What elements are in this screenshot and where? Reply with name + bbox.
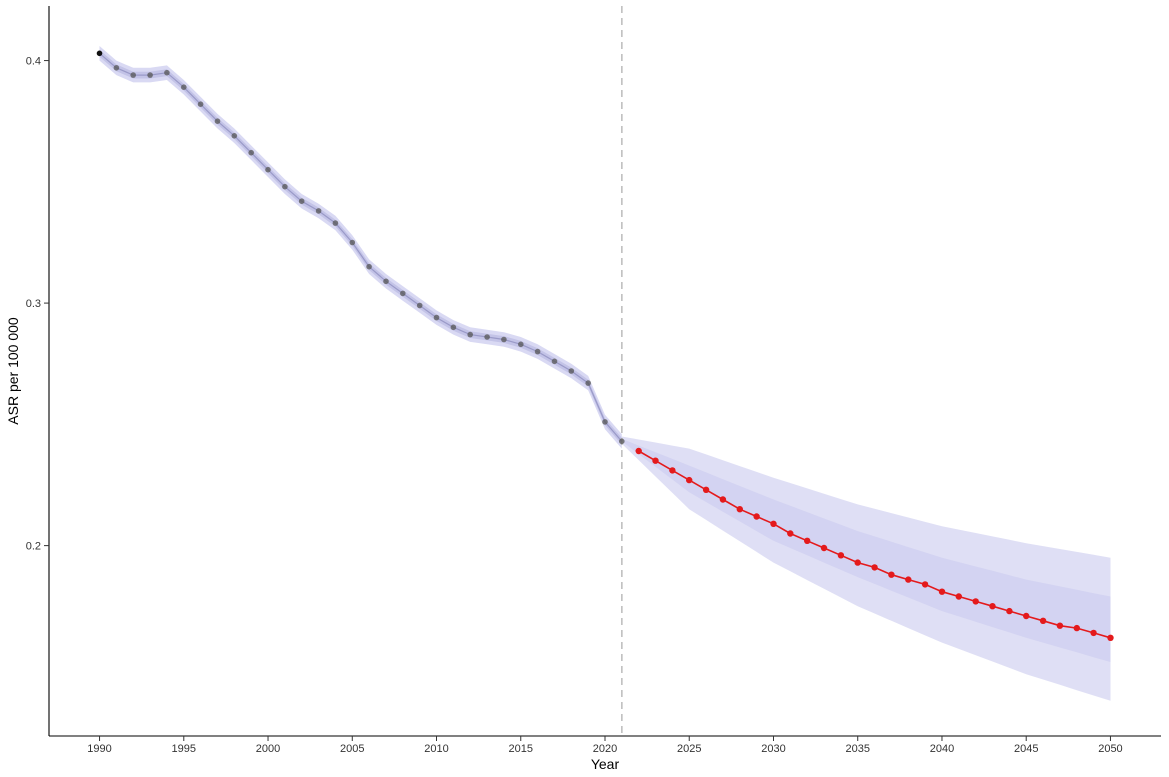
observed-point: [315, 208, 322, 214]
observed-point: [383, 278, 389, 285]
observed-point: [551, 358, 558, 365]
forecast-point: [938, 588, 946, 595]
observed-band: [99, 46, 622, 449]
forecast-point: [1090, 629, 1097, 637]
observed-point: [265, 166, 271, 173]
uncertainty-bands: [99, 46, 1111, 701]
forecast-point: [635, 447, 642, 455]
forecast-point: [719, 496, 727, 503]
y-tick-label: 0.3: [26, 298, 41, 310]
forecast-point: [972, 598, 979, 605]
observed-point: [602, 419, 608, 425]
forecast-point: [736, 506, 743, 513]
forecast-point: [669, 467, 676, 474]
forecast-point: [652, 457, 659, 464]
observed-point: [433, 314, 440, 321]
x-tick-label: 1995: [172, 743, 196, 755]
forecast-point: [921, 581, 929, 588]
forecast-point: [1006, 607, 1013, 615]
forecast-point: [905, 576, 912, 583]
forecast-point: [871, 564, 878, 571]
observed-point: [231, 133, 238, 139]
x-tick-label: 2040: [930, 743, 954, 755]
x-tick-label: 2030: [761, 743, 785, 755]
x-tick-label: 1990: [87, 743, 111, 755]
forecast-point: [888, 571, 895, 578]
observed-point: [518, 341, 524, 348]
y-tick-label: 0.4: [26, 56, 41, 68]
observed-point: [332, 220, 339, 226]
observed-point: [197, 101, 204, 107]
observed-line: [99, 52, 623, 442]
forecast-point: [702, 486, 710, 493]
forecast-point: [1107, 634, 1114, 641]
axes: 1990 1995 2000 2005 2010 2015 2020 2025 2030 2035…: [26, 6, 1161, 755]
observed-point: [400, 290, 406, 297]
observed-point: [214, 118, 221, 124]
observed-point: [298, 198, 305, 204]
x-tick-label: 2015: [509, 743, 533, 755]
forecast-point: [837, 552, 845, 559]
observed-point: [467, 331, 474, 338]
observed-point: [366, 263, 372, 270]
forecast-band-inner: [621, 438, 1111, 662]
observed-point: [484, 334, 490, 340]
y-axis-title: ASR per 100 000: [5, 317, 21, 425]
x-tick-label: 2000: [256, 743, 280, 755]
observed-point: [96, 50, 103, 57]
observed-point: [248, 149, 254, 156]
observed-point: [113, 65, 120, 71]
observed-point: [349, 239, 356, 246]
forecast-point: [1056, 622, 1064, 629]
x-tick-label: 2035: [845, 743, 869, 755]
observed-point: [450, 324, 457, 331]
forecast-point: [686, 476, 693, 484]
x-tick-label: 2010: [424, 743, 448, 755]
forecast-point: [955, 593, 962, 600]
x-tick-label: 2020: [593, 743, 617, 755]
observed-point: [501, 336, 507, 343]
y-tick-label: 0.2: [26, 541, 41, 553]
forecast-point: [753, 513, 760, 520]
observed-point: [568, 368, 575, 374]
forecast-point: [787, 530, 794, 537]
observed-point: [147, 72, 153, 78]
x-axis-title: Year: [591, 756, 620, 772]
observed-point: [534, 348, 541, 355]
forecast-point: [989, 603, 996, 610]
x-tick-label: 2050: [1098, 743, 1122, 755]
x-tick-label: 2045: [1014, 743, 1038, 755]
forecast-point: [1039, 617, 1047, 624]
forecast-point: [854, 559, 861, 566]
observed-point: [619, 438, 625, 445]
x-tick-label: 2025: [677, 743, 701, 755]
forecast-point: [820, 544, 828, 552]
forecast-point: [804, 537, 811, 544]
observed-point: [130, 72, 136, 78]
observed-point: [164, 69, 170, 76]
observed-point: [416, 302, 423, 309]
observed-point: [181, 84, 187, 90]
observed-point: [585, 380, 591, 386]
forecast-point: [1073, 624, 1081, 632]
forecast-point: [1022, 612, 1030, 620]
observed-point: [282, 183, 288, 190]
forecast-point: [770, 520, 777, 527]
x-tick-label: 2005: [340, 743, 364, 755]
series-points: [96, 50, 1114, 641]
